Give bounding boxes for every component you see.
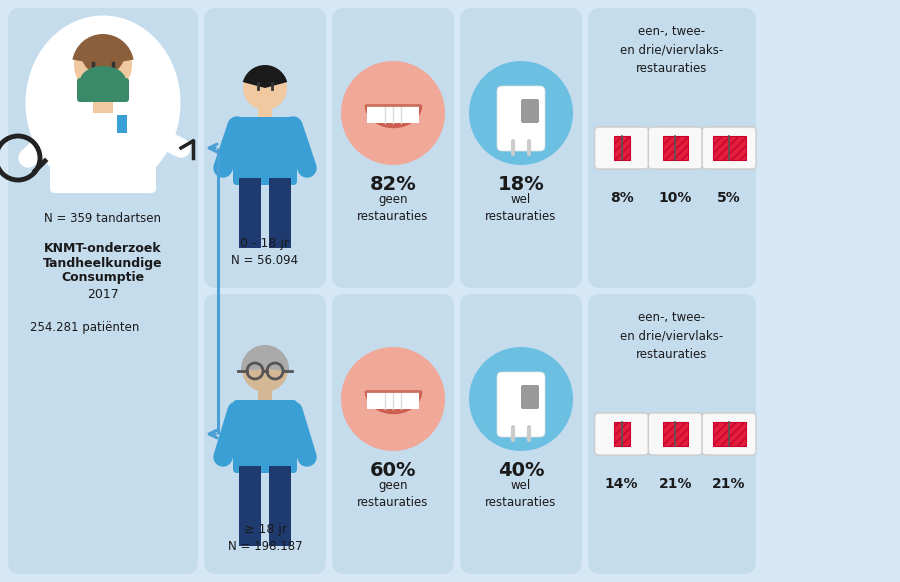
Circle shape (242, 346, 288, 392)
Wedge shape (73, 34, 133, 65)
Bar (93, 83, 113, 113)
FancyBboxPatch shape (521, 385, 539, 409)
Text: een-, twee-
en drie/viervlaks-
restauraties: een-, twee- en drie/viervlaks- restaurat… (620, 26, 724, 74)
Bar (239, 466, 261, 546)
Wedge shape (84, 81, 122, 111)
Text: 40%: 40% (498, 462, 544, 481)
FancyBboxPatch shape (460, 8, 582, 288)
Text: 5%: 5% (717, 191, 741, 205)
FancyBboxPatch shape (77, 78, 129, 102)
Bar (117, 115, 127, 133)
Circle shape (469, 347, 573, 451)
FancyBboxPatch shape (497, 86, 545, 151)
Text: 2017: 2017 (87, 288, 119, 300)
Text: wel
restauraties: wel restauraties (485, 193, 557, 223)
FancyBboxPatch shape (233, 117, 297, 185)
Bar (258, 108, 272, 123)
Text: N = 198.187: N = 198.187 (228, 540, 302, 552)
Bar (713, 136, 746, 160)
Text: Tandheelkundige: Tandheelkundige (43, 257, 163, 269)
Circle shape (469, 61, 573, 165)
Text: N = 56.094: N = 56.094 (231, 254, 299, 267)
Text: 8%: 8% (609, 191, 634, 205)
Text: 10%: 10% (659, 191, 692, 205)
Text: wel
restauraties: wel restauraties (485, 479, 557, 509)
Bar (239, 178, 261, 248)
Bar (662, 136, 688, 160)
Circle shape (341, 347, 445, 451)
Wedge shape (243, 65, 287, 88)
Text: Consumptie: Consumptie (61, 271, 145, 285)
FancyBboxPatch shape (204, 8, 326, 288)
FancyBboxPatch shape (50, 108, 156, 193)
FancyBboxPatch shape (332, 294, 454, 574)
FancyBboxPatch shape (648, 413, 702, 455)
Bar (614, 136, 630, 160)
Ellipse shape (25, 16, 181, 190)
FancyBboxPatch shape (702, 413, 756, 455)
Bar (713, 422, 746, 446)
Text: KNMT-onderzoek: KNMT-onderzoek (44, 242, 162, 254)
Text: N = 359 tandartsen: N = 359 tandartsen (44, 211, 161, 225)
FancyBboxPatch shape (648, 127, 702, 169)
Ellipse shape (80, 66, 126, 96)
FancyBboxPatch shape (460, 294, 582, 574)
FancyBboxPatch shape (595, 413, 649, 455)
Circle shape (341, 61, 445, 165)
Bar (367, 391, 419, 409)
Text: ≥ 18 jr: ≥ 18 jr (244, 523, 286, 535)
FancyBboxPatch shape (521, 99, 539, 123)
Text: 60%: 60% (370, 462, 416, 481)
Text: 21%: 21% (659, 477, 692, 491)
Bar (367, 105, 419, 123)
Text: 0 - 18 jr: 0 - 18 jr (240, 236, 290, 250)
Bar (662, 422, 688, 446)
Text: 21%: 21% (713, 477, 746, 491)
Wedge shape (81, 53, 125, 75)
FancyBboxPatch shape (204, 294, 326, 574)
Text: geen
restauraties: geen restauraties (357, 193, 428, 223)
Bar (614, 422, 630, 446)
Text: 14%: 14% (605, 477, 638, 491)
FancyBboxPatch shape (702, 127, 756, 169)
Text: een-, twee-
en drie/viervlaks-
restauraties: een-, twee- en drie/viervlaks- restaurat… (620, 311, 724, 360)
Wedge shape (241, 345, 289, 371)
Text: 18%: 18% (498, 176, 544, 194)
FancyBboxPatch shape (588, 294, 756, 574)
Text: 82%: 82% (370, 176, 417, 194)
Text: geen
restauraties: geen restauraties (357, 479, 428, 509)
Bar (258, 390, 272, 406)
FancyBboxPatch shape (497, 372, 545, 437)
Bar (269, 466, 291, 546)
FancyBboxPatch shape (233, 400, 297, 473)
Bar (269, 178, 291, 248)
FancyBboxPatch shape (588, 8, 756, 288)
FancyBboxPatch shape (8, 8, 198, 574)
Circle shape (243, 66, 287, 110)
FancyBboxPatch shape (332, 8, 454, 288)
FancyBboxPatch shape (595, 127, 649, 169)
Ellipse shape (74, 35, 132, 95)
Text: 254.281 patiënten: 254.281 patiënten (31, 321, 140, 335)
